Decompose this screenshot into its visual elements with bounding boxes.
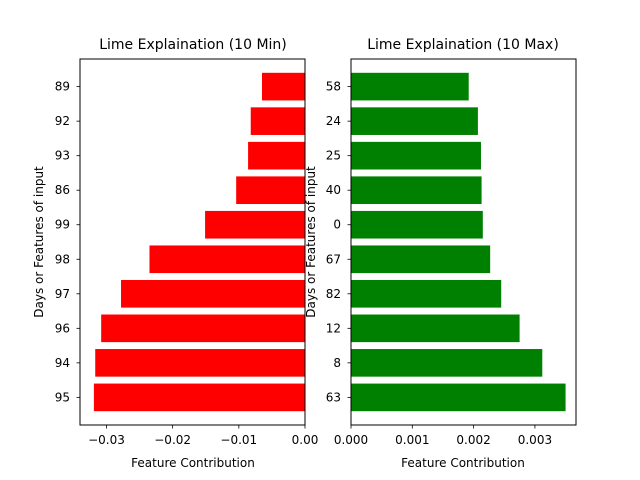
y-axis-ticks: 63 8 12 82 67 0 40 25 24 58 bbox=[326, 80, 351, 404]
bar-99 bbox=[205, 210, 305, 239]
chart-right-max: Lime Explaination (10 Max) 63 8 12 82 67 0 40 2… bbox=[304, 37, 577, 470]
y-tick-label: 98 bbox=[55, 252, 70, 266]
y-tick-label: 89 bbox=[55, 80, 70, 94]
x-tick-label: 0.00 bbox=[292, 433, 319, 447]
y-tick-label: 12 bbox=[326, 321, 341, 335]
y-tick-label: 63 bbox=[326, 390, 341, 404]
x-tick-label: 0.001 bbox=[395, 433, 429, 447]
axes-frame bbox=[79, 58, 306, 426]
bar-86 bbox=[236, 176, 305, 205]
y-tick-label: 93 bbox=[55, 149, 70, 163]
bar-96 bbox=[101, 314, 305, 343]
x-tick-label: 0.002 bbox=[456, 433, 490, 447]
y-tick-label: 25 bbox=[326, 149, 341, 163]
bar-93 bbox=[248, 141, 305, 170]
bar-82 bbox=[351, 279, 502, 308]
bar-series bbox=[93, 72, 306, 412]
chart-left-min: Lime Explaination (10 Min) 95 94 96 97 98 99 8… bbox=[32, 37, 318, 470]
x-tick-label: −0.02 bbox=[154, 433, 191, 447]
y-tick-label: 58 bbox=[326, 80, 341, 94]
bar-40 bbox=[351, 176, 482, 205]
bar-89 bbox=[261, 72, 305, 101]
x-axis-label: Feature Contribution bbox=[401, 456, 525, 470]
bar-0 bbox=[351, 210, 483, 239]
y-tick-label: 8 bbox=[333, 356, 341, 370]
bar-97 bbox=[121, 279, 305, 308]
y-tick-label: 82 bbox=[326, 287, 341, 301]
x-tick-label: 0.003 bbox=[518, 433, 552, 447]
y-tick-label: 24 bbox=[326, 114, 341, 128]
y-tick-label: 92 bbox=[55, 114, 70, 128]
bar-8 bbox=[351, 349, 543, 377]
axes-frame bbox=[350, 58, 577, 426]
bar-95 bbox=[93, 383, 305, 412]
y-tick-label: 97 bbox=[55, 287, 70, 301]
y-tick-label: 94 bbox=[55, 356, 70, 370]
bar-67 bbox=[351, 245, 491, 274]
y-axis-label: Days or Features of input bbox=[32, 166, 46, 318]
x-axis-ticks: −0.03 −0.02 −0.01 0.00 bbox=[88, 425, 318, 447]
bar-58 bbox=[351, 72, 469, 101]
x-tick-label: −0.03 bbox=[88, 433, 125, 447]
x-tick-label: 0.000 bbox=[334, 433, 368, 447]
bar-94 bbox=[95, 349, 306, 377]
y-tick-label: 67 bbox=[326, 252, 341, 266]
y-tick-label: 40 bbox=[326, 183, 341, 197]
x-tick-label: −0.01 bbox=[220, 433, 257, 447]
y-tick-label: 96 bbox=[55, 321, 70, 335]
y-tick-label: 86 bbox=[55, 183, 70, 197]
bar-12 bbox=[351, 314, 520, 343]
bar-98 bbox=[149, 245, 305, 274]
x-axis-label: Feature Contribution bbox=[131, 456, 255, 470]
y-tick-label: 95 bbox=[55, 390, 70, 404]
bar-25 bbox=[351, 141, 481, 170]
x-axis-ticks: 0.000 0.001 0.002 0.003 bbox=[334, 425, 552, 447]
y-axis-label: Days or Features of input bbox=[304, 166, 318, 318]
y-tick-label: 0 bbox=[333, 218, 341, 232]
bar-series bbox=[351, 72, 566, 412]
chart-title: Lime Explaination (10 Min) bbox=[99, 37, 287, 53]
chart-title: Lime Explaination (10 Max) bbox=[367, 37, 559, 53]
y-axis-ticks: 95 94 96 97 98 99 86 93 92 89 bbox=[55, 80, 80, 404]
bar-24 bbox=[351, 107, 478, 135]
y-tick-label: 99 bbox=[55, 218, 70, 232]
bar-92 bbox=[250, 107, 305, 135]
bar-63 bbox=[351, 383, 566, 412]
